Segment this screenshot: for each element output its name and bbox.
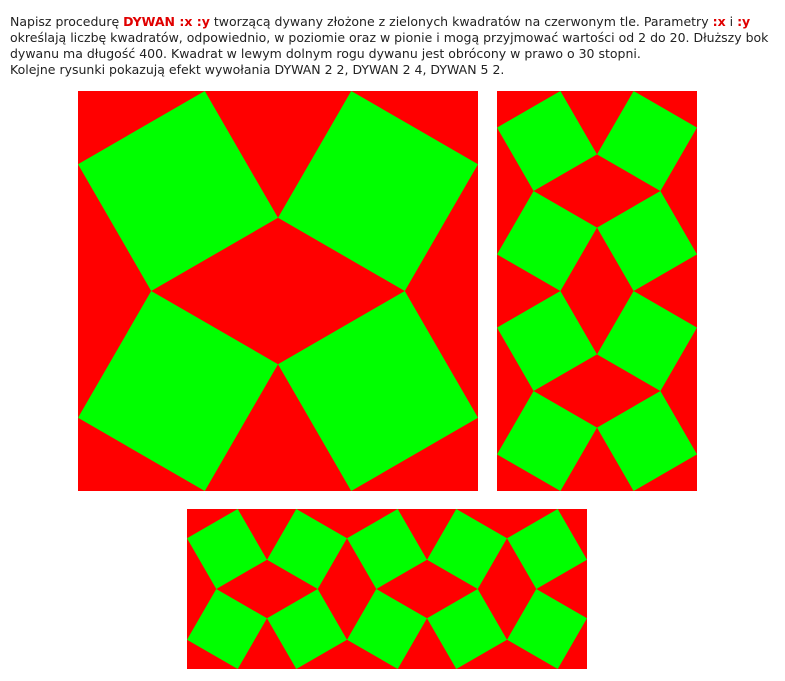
carpet-2x2	[78, 91, 478, 491]
carpet-5x2	[187, 509, 587, 669]
param-x: :x	[712, 14, 726, 29]
green-square	[497, 291, 597, 391]
green-square	[597, 191, 697, 291]
green-square	[78, 291, 278, 491]
task-intro: Napisz procedurę	[10, 14, 124, 29]
carpet-2x4	[497, 91, 697, 491]
green-square	[427, 589, 507, 669]
green-square	[507, 509, 587, 589]
green-square	[267, 509, 347, 589]
green-square	[507, 589, 587, 669]
green-square	[78, 91, 278, 291]
green-square	[597, 391, 697, 491]
green-square	[187, 589, 267, 669]
green-square	[347, 589, 427, 669]
task-text-2: określają liczbę kwadratów, odpowiednio,…	[10, 30, 769, 61]
procedure-name: DYWAN :x :y	[123, 14, 210, 29]
green-square	[267, 589, 347, 669]
task-text-1: tworzącą dywany złożone z zielonych kwad…	[209, 14, 713, 29]
task-description: Napisz procedurę DYWAN :x :y tworzącą dy…	[10, 14, 780, 78]
green-square	[347, 509, 427, 589]
green-square	[597, 291, 697, 391]
green-square	[497, 391, 597, 491]
green-square	[497, 91, 597, 191]
green-square	[278, 91, 478, 291]
green-square	[278, 291, 478, 491]
green-square	[427, 509, 507, 589]
green-square	[187, 509, 267, 589]
green-square	[597, 91, 697, 191]
task-examples-line: Kolejne rysunki pokazują efekt wywołania…	[10, 62, 505, 77]
green-square	[497, 191, 597, 291]
and-word: i	[725, 14, 738, 29]
param-y: :y	[737, 14, 751, 29]
